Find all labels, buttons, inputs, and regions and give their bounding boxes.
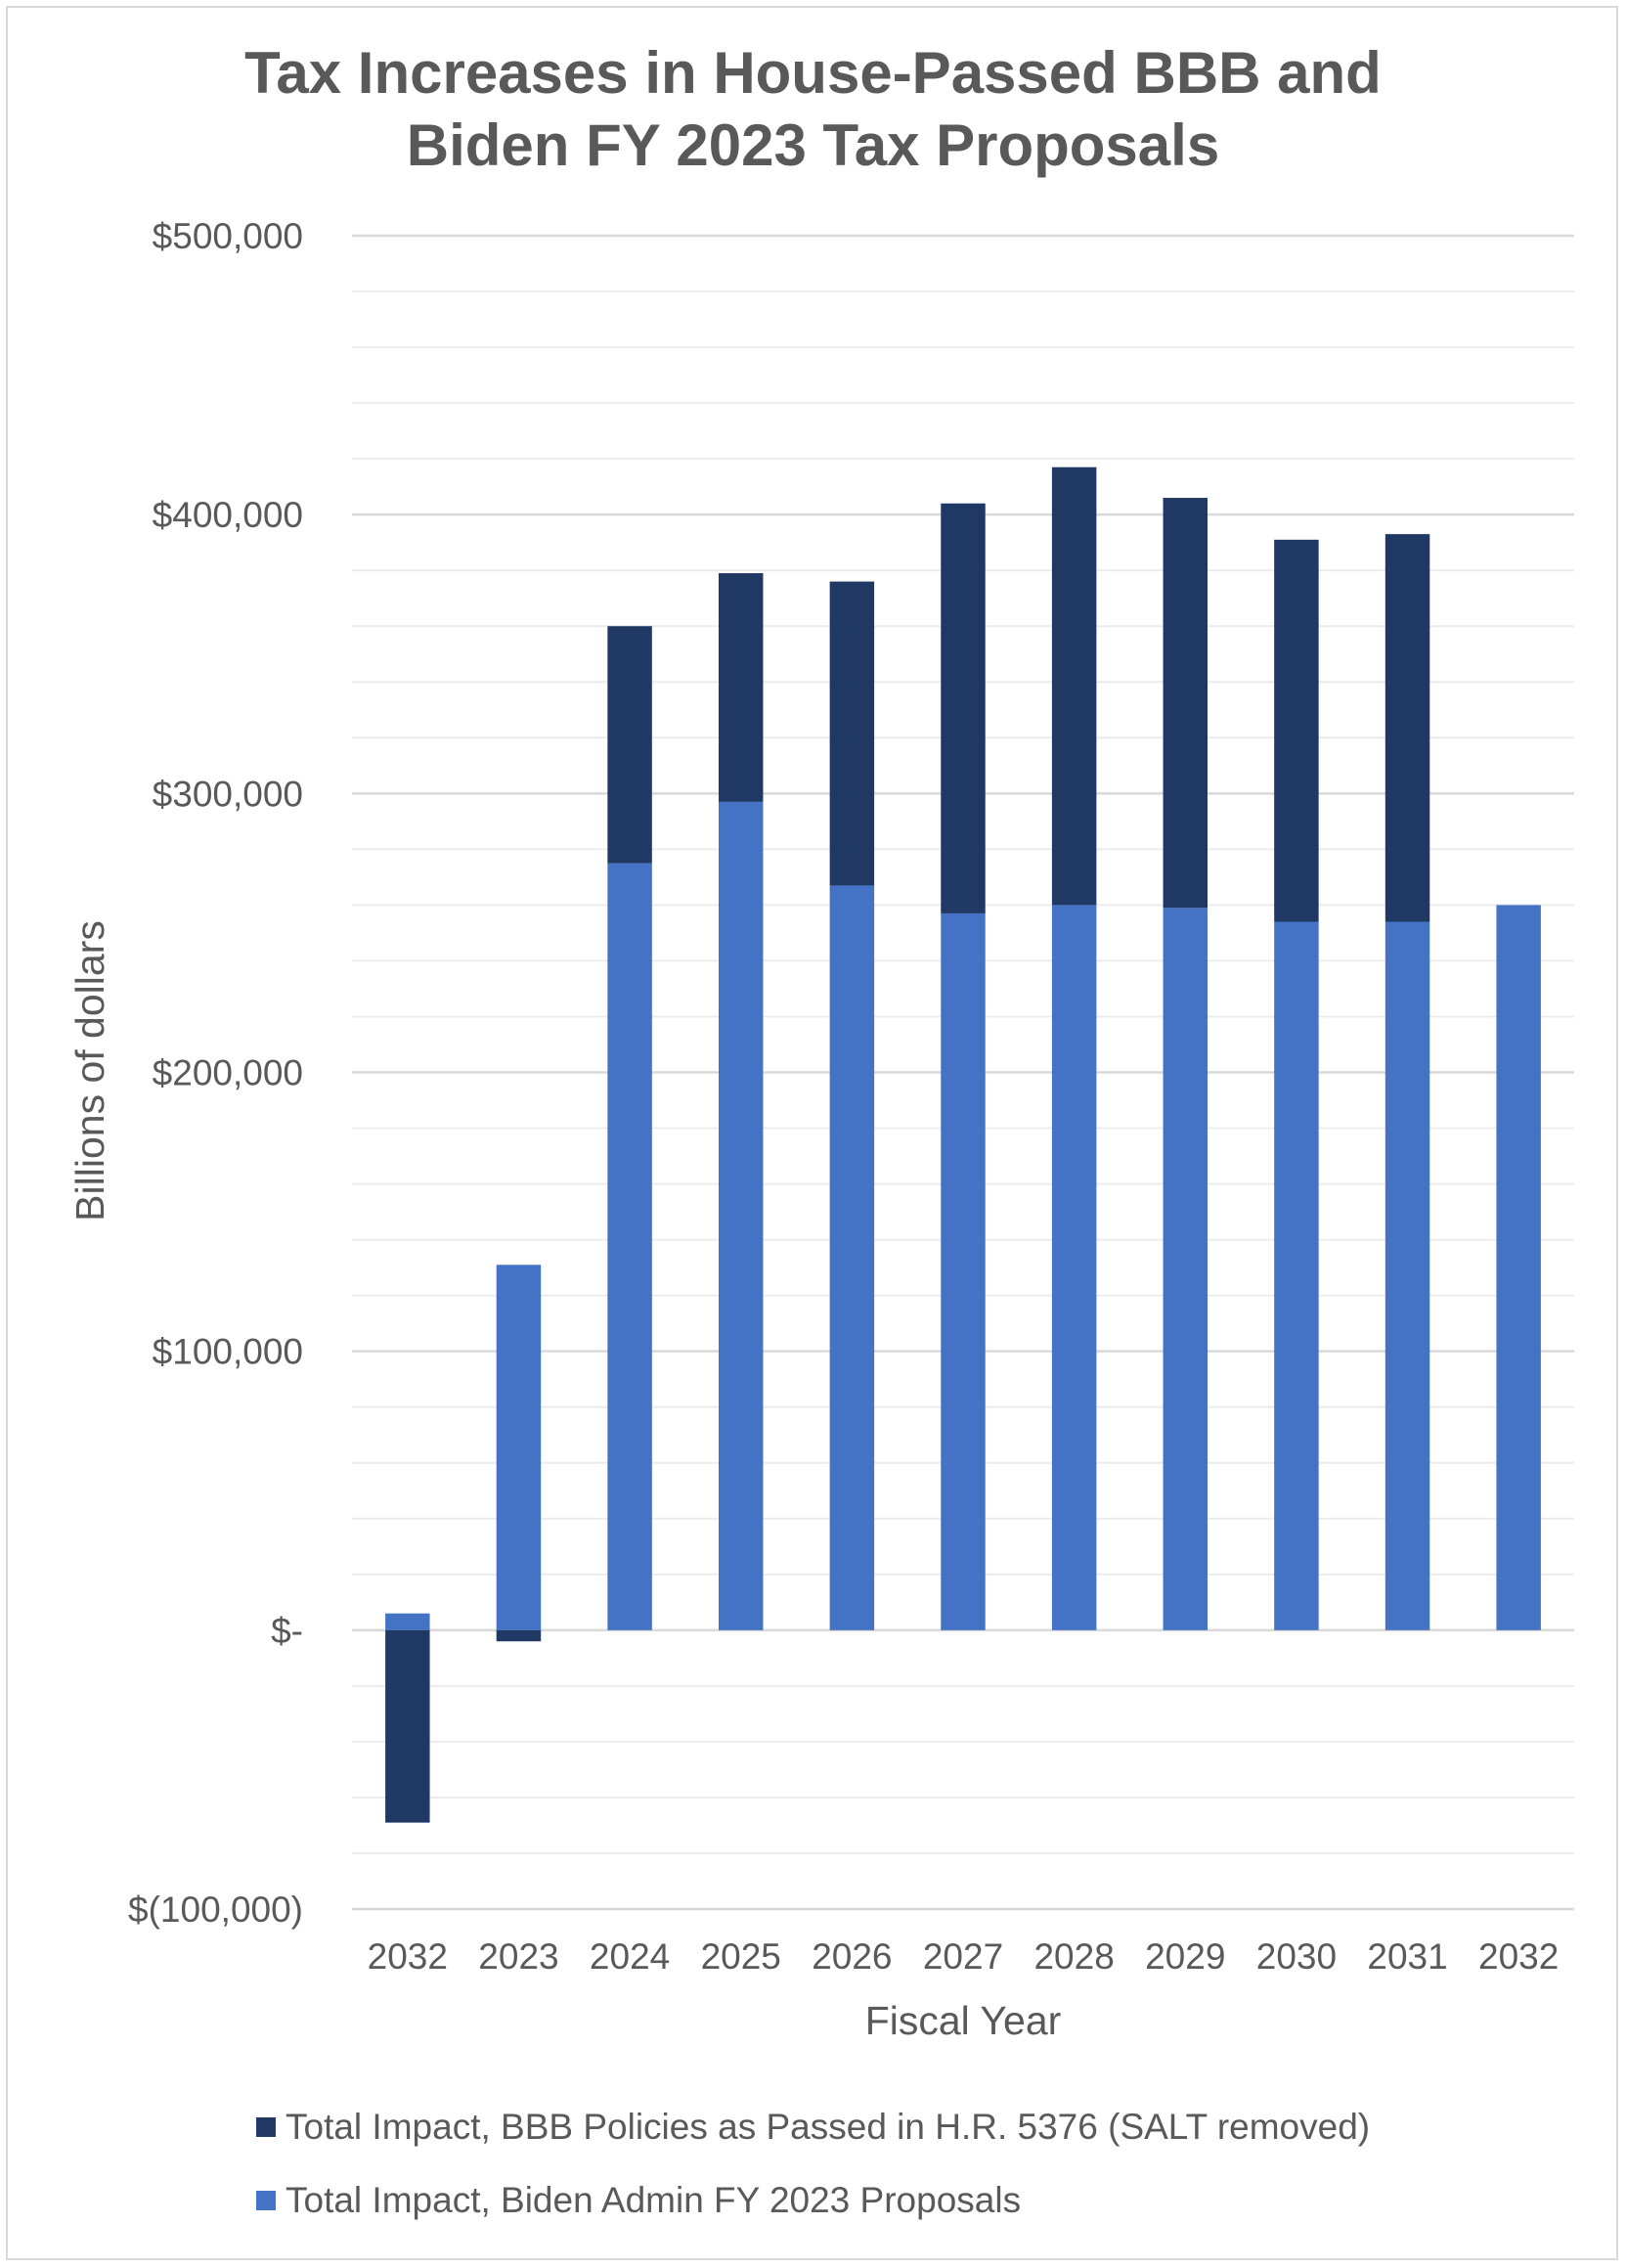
bar-bbb bbox=[1384, 534, 1430, 922]
chart-frame bbox=[6, 6, 1618, 2260]
bar-biden bbox=[1384, 921, 1430, 1630]
bar-bbb bbox=[385, 1629, 430, 1823]
x-tick-label: 2031 bbox=[1367, 1936, 1447, 1977]
bar-biden bbox=[1051, 905, 1097, 1630]
x-tick-label: 2025 bbox=[701, 1936, 781, 1977]
y-axis-title: Billions of dollars bbox=[67, 920, 112, 1222]
x-tick-label: 2030 bbox=[1256, 1936, 1337, 1977]
bar-biden bbox=[719, 801, 764, 1630]
x-tick-label: 2027 bbox=[923, 1936, 1003, 1977]
chart-title-line-2: Biden FY 2023 Tax Proposals bbox=[406, 112, 1220, 178]
x-tick-label: 2023 bbox=[478, 1936, 558, 1977]
bar-biden bbox=[385, 1613, 430, 1630]
y-tick-label: $300,000 bbox=[153, 774, 303, 814]
legend-item-biden: Total Impact, Biden Admin FY 2023 Propos… bbox=[256, 2176, 1370, 2225]
bar-bbb bbox=[941, 503, 986, 913]
x-tick-label: 2028 bbox=[1033, 1936, 1114, 1977]
chart-title: Tax Increases in House-Passed BBB and Bi… bbox=[0, 37, 1626, 182]
bar-biden bbox=[496, 1265, 542, 1630]
bar-bbb bbox=[1051, 467, 1097, 906]
y-tick-label: $100,000 bbox=[153, 1332, 303, 1372]
legend-swatch-biden bbox=[256, 2191, 276, 2210]
x-tick-label: 2024 bbox=[590, 1936, 670, 1977]
y-tick-label: $400,000 bbox=[153, 495, 303, 535]
bar-biden bbox=[941, 912, 986, 1630]
bar-biden bbox=[1163, 908, 1208, 1630]
bar-bbb bbox=[607, 626, 652, 864]
legend-label-bbb: Total Impact, BBB Policies as Passed in … bbox=[286, 2107, 1371, 2147]
bar-biden bbox=[1496, 905, 1541, 1630]
bar-biden bbox=[1274, 921, 1319, 1630]
legend-item-bbb: Total Impact, BBB Policies as Passed in … bbox=[256, 2103, 1370, 2152]
x-tick-label: 2029 bbox=[1145, 1936, 1225, 1977]
bar-bbb bbox=[496, 1629, 542, 1642]
y-tick-label: $(100,000) bbox=[128, 1890, 303, 1930]
bar-bbb bbox=[719, 573, 764, 802]
bar-biden bbox=[607, 863, 652, 1630]
legend-swatch-bbb bbox=[256, 2117, 276, 2137]
bar-bbb bbox=[829, 581, 875, 886]
bar-biden bbox=[829, 885, 875, 1630]
y-tick-label: $200,000 bbox=[153, 1053, 303, 1093]
legend: Total Impact, BBB Policies as Passed in … bbox=[256, 2103, 1370, 2249]
x-tick-label: 2032 bbox=[1478, 1936, 1559, 1977]
bar-bbb bbox=[1163, 498, 1208, 909]
legend-label-biden: Total Impact, Biden Admin FY 2023 Propos… bbox=[286, 2180, 1022, 2220]
y-tick-label: $- bbox=[271, 1611, 303, 1651]
chart-title-line-1: Tax Increases in House-Passed BBB and bbox=[244, 40, 1382, 106]
bar-bbb bbox=[1274, 539, 1319, 922]
x-axis-title: Fiscal Year bbox=[865, 1998, 1062, 2043]
x-tick-label: 2032 bbox=[368, 1936, 448, 1977]
x-tick-label: 2026 bbox=[812, 1936, 892, 1977]
y-tick-label: $500,000 bbox=[153, 216, 303, 256]
